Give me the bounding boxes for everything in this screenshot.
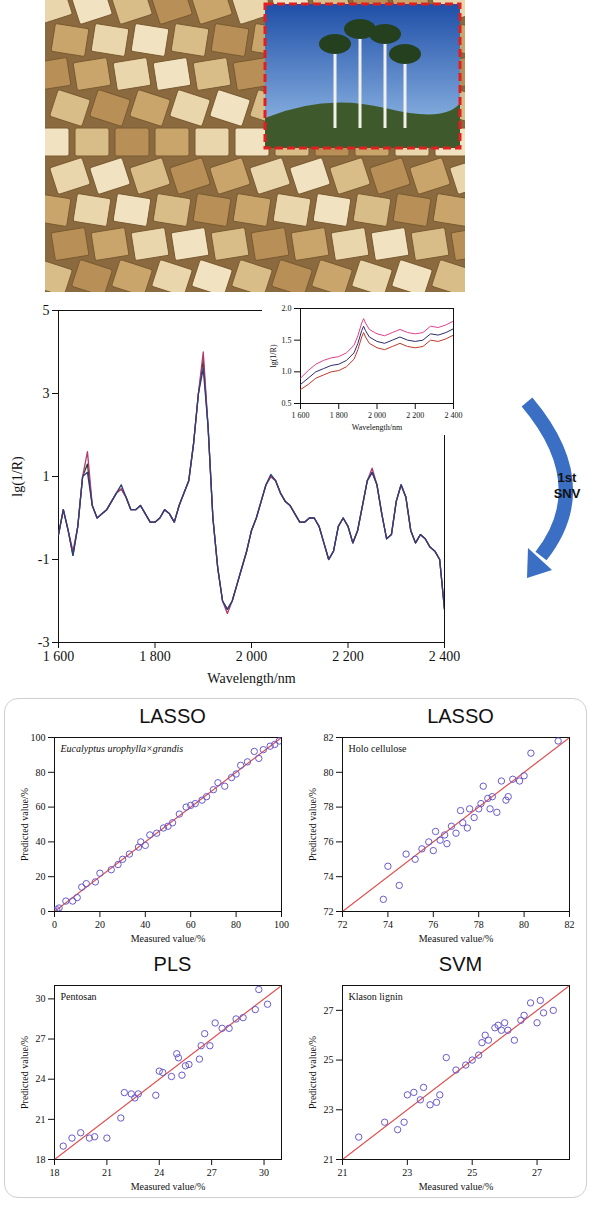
svg-text:72: 72 — [324, 906, 334, 917]
svg-text:1st: 1st — [558, 470, 577, 485]
svg-text:18: 18 — [36, 1154, 46, 1165]
html-text:LASSO: LASSO — [427, 705, 494, 727]
svg-text:1 600: 1 600 — [43, 649, 75, 664]
svg-text:72: 72 — [338, 919, 348, 930]
svg-text:82: 82 — [565, 919, 575, 930]
svg-text:Predicted value/%: Predicted value/% — [19, 788, 30, 861]
svg-text:20: 20 — [95, 919, 105, 930]
svg-text:21: 21 — [102, 1167, 112, 1178]
svg-text:76: 76 — [324, 836, 334, 847]
svg-text:1.5: 1.5 — [282, 336, 292, 345]
svg-text:60: 60 — [36, 801, 46, 812]
svg-text:1 800: 1 800 — [139, 649, 171, 664]
svg-text:1: 1 — [43, 469, 50, 484]
svg-text:Holo cellulose: Holo cellulose — [349, 743, 408, 754]
svg-text:27: 27 — [324, 1005, 334, 1016]
svg-text:2 000: 2 000 — [236, 649, 268, 664]
svg-text:23: 23 — [402, 1167, 412, 1178]
svg-text:Measured value/%: Measured value/% — [131, 933, 206, 944]
svg-text:1 600: 1 600 — [292, 411, 310, 420]
svg-text:40: 40 — [36, 836, 46, 847]
svg-text:Wavelength/nm: Wavelength/nm — [352, 423, 403, 432]
svg-text:74: 74 — [324, 871, 334, 882]
svg-text:80: 80 — [231, 919, 241, 930]
html-text:LASSO: LASSO — [139, 705, 206, 727]
svg-text:Measured value/%: Measured value/% — [419, 933, 494, 944]
svg-text:80: 80 — [324, 767, 334, 778]
svg-text:Klason lignin: Klason lignin — [349, 991, 403, 1002]
svg-text:100: 100 — [31, 732, 46, 743]
svg-text:18: 18 — [50, 1167, 60, 1178]
svg-text:Pentosan: Pentosan — [61, 991, 97, 1002]
svg-text:25: 25 — [324, 1054, 334, 1065]
svg-text:0: 0 — [41, 906, 46, 917]
svg-text:78: 78 — [474, 919, 484, 930]
svg-text:Predicted value/%: Predicted value/% — [307, 788, 318, 861]
svg-text:2 400: 2 400 — [445, 411, 463, 420]
svg-text:Wavelength/nm: Wavelength/nm — [207, 671, 295, 686]
svg-text:Predicted value/%: Predicted value/% — [307, 1036, 318, 1109]
svg-text:80: 80 — [519, 919, 529, 930]
svg-text:24: 24 — [154, 1167, 164, 1178]
svg-text:78: 78 — [324, 801, 334, 812]
svg-text:30: 30 — [259, 1167, 269, 1178]
svg-text:20: 20 — [36, 871, 46, 882]
svg-text:23: 23 — [324, 1104, 334, 1115]
svg-text:21: 21 — [324, 1154, 334, 1165]
svg-text:2.0: 2.0 — [282, 304, 292, 313]
svg-text:0: 0 — [52, 919, 57, 930]
svg-text:Predicted value/%: Predicted value/% — [19, 1036, 30, 1109]
svg-text:Measured value/%: Measured value/% — [419, 1181, 494, 1192]
svg-text:40: 40 — [140, 919, 150, 930]
svg-text:lg(1/R): lg(1/R) — [10, 456, 26, 497]
svg-text:76: 76 — [428, 919, 438, 930]
svg-text:-3: -3 — [38, 635, 50, 650]
svg-text:Eucalyptus urophylla×grandis: Eucalyptus urophylla×grandis — [60, 743, 184, 754]
svg-text:24: 24 — [36, 1073, 46, 1084]
svg-text:60: 60 — [186, 919, 196, 930]
svg-text:80: 80 — [36, 767, 46, 778]
svg-text:-1: -1 — [38, 552, 50, 567]
svg-text:82: 82 — [324, 732, 334, 743]
svg-text:Measured value/%: Measured value/% — [131, 1181, 206, 1192]
html-text:PLS: PLS — [153, 953, 192, 975]
svg-text:21: 21 — [36, 1114, 46, 1125]
svg-text:100: 100 — [274, 919, 289, 930]
svg-text:2 200: 2 200 — [332, 649, 364, 664]
svg-text:27: 27 — [532, 1167, 542, 1178]
svg-text:27: 27 — [207, 1167, 217, 1178]
svg-text:30: 30 — [36, 993, 46, 1004]
svg-text:27: 27 — [36, 1033, 46, 1044]
html-text:SVM: SVM — [438, 953, 483, 975]
svg-text:5: 5 — [43, 303, 50, 318]
svg-text:21: 21 — [338, 1167, 348, 1178]
svg-text:74: 74 — [383, 919, 393, 930]
svg-text:SNV: SNV — [554, 486, 581, 501]
svg-text:1.0: 1.0 — [282, 367, 292, 376]
svg-text:lg(1/R): lg(1/R) — [269, 344, 278, 367]
svg-text:2 400: 2 400 — [429, 649, 461, 664]
svg-text:2 000: 2 000 — [368, 411, 386, 420]
svg-text:1 800: 1 800 — [330, 411, 348, 420]
svg-text:0.5: 0.5 — [282, 399, 292, 408]
svg-text:3: 3 — [43, 386, 50, 401]
svg-text:25: 25 — [467, 1167, 477, 1178]
svg-text:2 200: 2 200 — [406, 411, 424, 420]
